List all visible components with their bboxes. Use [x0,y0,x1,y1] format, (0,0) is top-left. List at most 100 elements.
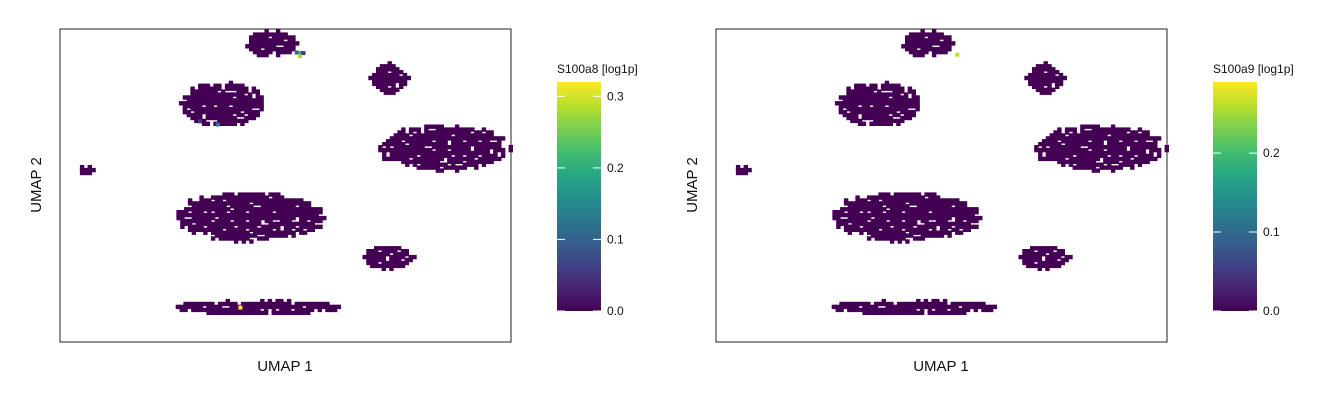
cell-mark [218,212,223,218]
cell-mark [420,145,425,150]
cell-mark [947,207,952,212]
cell-mark [287,204,292,209]
cell-mark [217,118,222,124]
cell-mark [395,67,400,72]
cell-mark [302,301,307,307]
cell-mark [241,192,246,197]
cell-mark [276,230,281,235]
cell-mark [213,112,218,118]
cell-mark [1095,142,1100,147]
cell-mark [451,130,456,135]
cell-mark [236,112,241,118]
cell-mark [935,38,941,43]
cell-mark [264,233,269,238]
cell-mark [1047,78,1052,84]
cell-mark [1033,246,1039,251]
cell-mark [217,304,223,310]
cell-mark [889,230,895,235]
cell-mark [958,301,963,307]
cell-mark [1091,124,1097,129]
cell-mark [283,233,289,238]
cell-mark [382,156,387,162]
cell-mark [1122,145,1127,150]
cell-mark [931,35,937,40]
cell-mark [920,32,925,37]
cell-mark [474,133,479,138]
cell-mark [1095,162,1100,167]
cell-mark [287,41,292,46]
cell-mark [217,92,222,97]
cell-mark [493,156,498,162]
cell-mark [882,212,887,218]
cell-mark [313,304,319,310]
cell-mark [896,307,902,313]
cell-mark [935,198,941,203]
cell-mark [866,301,871,307]
cell-mark [244,304,250,310]
cell-mark [1034,147,1039,153]
cell-mark [218,224,223,229]
cell-mark [275,41,281,46]
cell-mark [909,230,914,235]
cell-mark [180,221,185,227]
cell-mark [321,304,326,310]
cell-mark [240,310,246,315]
cell-mark [412,147,418,153]
cell-mark [854,107,859,112]
cell-mark [372,81,377,87]
cell-mark [939,233,945,238]
cell-mark [855,204,860,209]
cell-mark [903,109,909,115]
cell-mark [896,95,901,100]
cell-mark [947,38,952,43]
cell-mark [439,145,444,150]
cell-mark [228,86,234,91]
cell-mark [857,107,863,112]
cell-mark [892,101,897,106]
cell-mark [291,47,296,52]
cell-mark [306,221,312,227]
cell-mark [1107,165,1112,170]
cell-mark [1137,156,1143,162]
cell-mark [851,204,856,209]
cell-mark [287,49,292,55]
cell-mark [232,104,237,109]
cell-mark [909,195,914,200]
cell-mark [1095,156,1100,162]
cell-mark [213,115,218,121]
cell-mark [863,224,868,229]
cell-mark [1061,139,1066,144]
cell-mark [915,104,920,109]
cell-mark [893,195,899,200]
cell-mark [462,147,467,153]
cell-mark [888,92,893,97]
cell-mark [408,139,414,144]
cell-mark [249,207,254,212]
cell-mark [1137,127,1143,132]
cell-mark [928,192,933,197]
cell-mark [198,83,203,88]
cell-mark [886,227,891,232]
cell-mark [424,142,429,147]
cell-mark [861,101,867,106]
cell-mark [861,107,867,112]
cell-mark [228,118,234,124]
cell-mark [205,107,211,112]
cell-mark [977,304,982,310]
cell-mark [928,230,933,235]
cell-mark [191,304,196,310]
cell-mark [264,212,269,218]
cell-mark [850,98,855,103]
cell-mark [862,304,867,310]
cell-mark [439,133,444,138]
cell-mark [253,233,258,238]
cell-mark [376,70,381,75]
cell-mark [402,81,408,87]
cell-mark [233,239,239,244]
cell-mark [379,67,385,72]
cell-mark [878,207,883,212]
cell-mark [992,304,998,310]
cell-mark [1122,130,1127,135]
cell-mark [928,201,933,206]
